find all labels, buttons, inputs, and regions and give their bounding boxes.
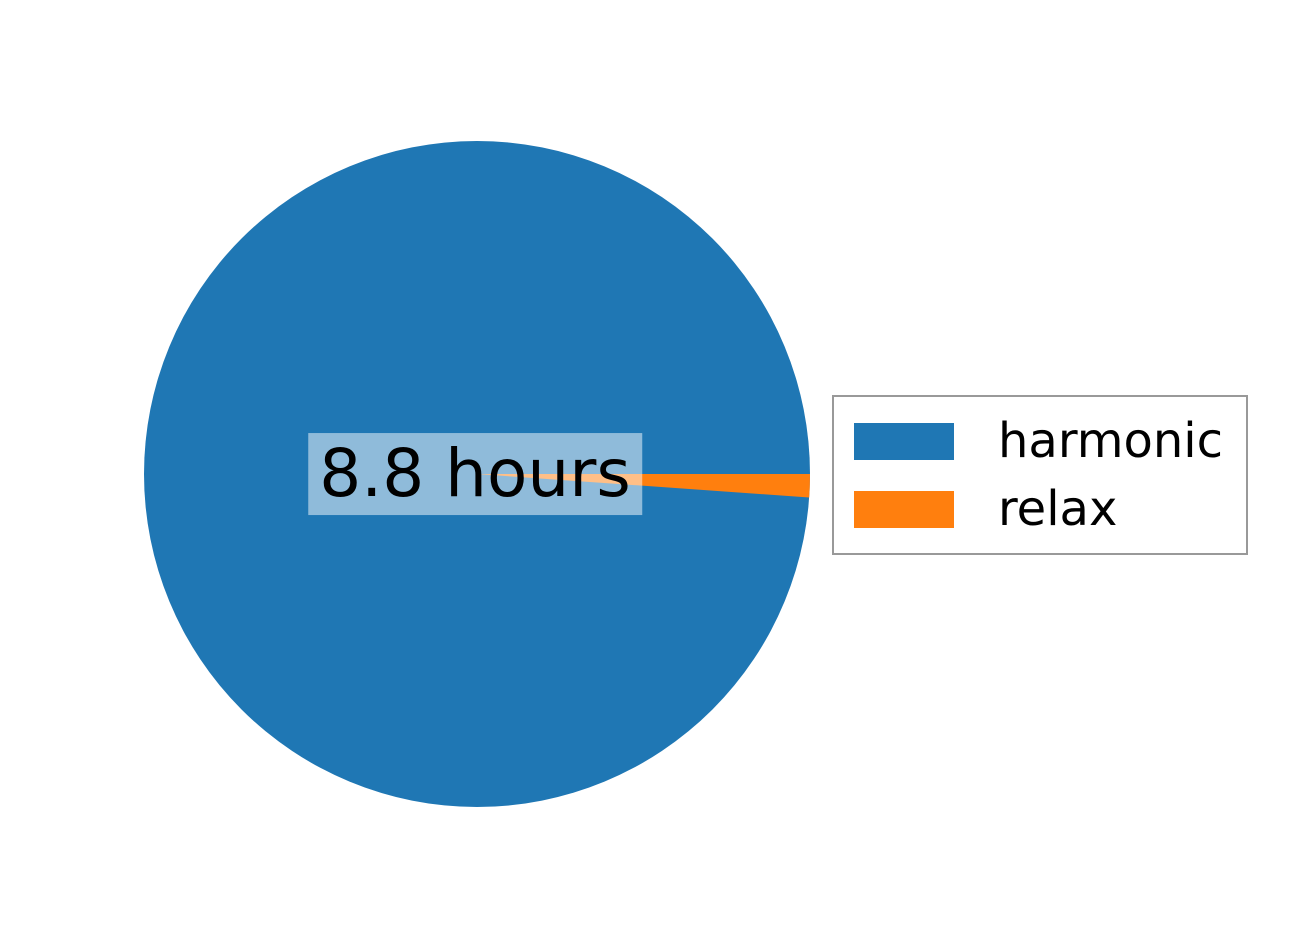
legend-swatch-relax-icon xyxy=(854,490,954,528)
legend-item-relax: relax xyxy=(854,485,1226,533)
legend: harmonic relax xyxy=(832,395,1248,555)
center-value-label: 8.8 hours xyxy=(308,433,642,515)
legend-item-harmonic: harmonic xyxy=(854,417,1226,465)
legend-swatch-harmonic-icon xyxy=(854,422,954,460)
legend-label-harmonic: harmonic xyxy=(998,413,1223,469)
legend-label-relax: relax xyxy=(998,481,1118,537)
